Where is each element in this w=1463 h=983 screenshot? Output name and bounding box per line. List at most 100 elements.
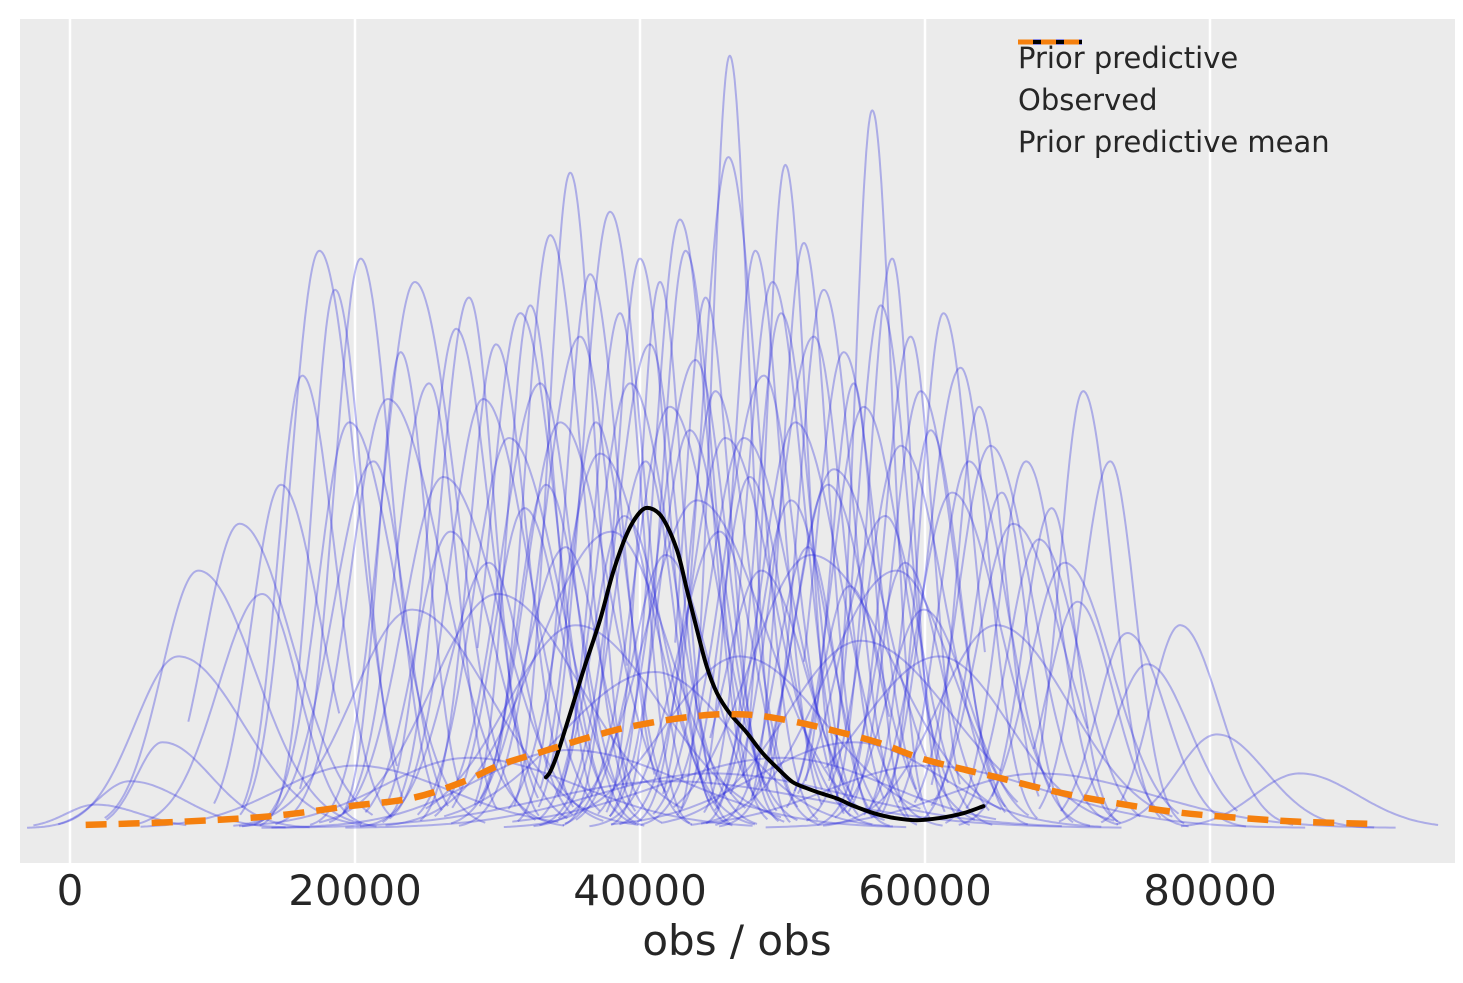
prior-predictive-curve (537, 210, 685, 808)
prior-predictive-curve (765, 288, 918, 826)
prior-predictive-curve (328, 475, 604, 824)
prior-predictive-curve (718, 483, 891, 828)
prior-predictive-curve (187, 522, 374, 816)
legend-item: Prior predictive mean (1018, 39, 1330, 163)
prior-predictive-curve (562, 257, 710, 827)
prior-predictive-curve (898, 460, 1091, 827)
prior-predictive-curve (930, 522, 1089, 807)
prior-predictive-curve (700, 764, 1306, 829)
legend-item: Observed (1018, 40, 1330, 121)
prior-predictive-curve (705, 312, 854, 825)
prior-predictive-curve (345, 772, 1062, 829)
prior-predictive-curve (958, 561, 1180, 826)
prior-predictive-curve (450, 546, 662, 825)
prior-predictive-curve (749, 242, 874, 819)
prior-predictive-curve (1031, 390, 1162, 819)
prior-predictive-curve (419, 343, 575, 822)
prior-predictive-curve (261, 780, 1122, 829)
prior-predictive-curve (388, 397, 601, 820)
prior-predictive-curve (556, 515, 720, 810)
prior-predictive-curve (610, 249, 769, 826)
prior-predictive-curve (636, 390, 799, 823)
prior-predictive-curve (318, 592, 682, 824)
observed-line (543, 505, 986, 823)
prior-predictive-curve (703, 281, 859, 816)
prior-predictive-curve (478, 483, 643, 822)
legend-label: Prior predictive mean (1018, 124, 1330, 159)
legend-dashed-line-icon (1018, 39, 1082, 45)
prior-predictive-mean-line (85, 710, 1379, 829)
prior-predictive-curve (233, 608, 639, 827)
prior-predictive-curve (605, 281, 731, 825)
prior-predictive-curve (104, 569, 363, 825)
prior-predictive-curve (690, 569, 1019, 827)
prior-predictive-curve (558, 312, 691, 825)
prior-predictive-curve (309, 281, 537, 826)
prior-predictive-curve (832, 109, 932, 821)
prior-predictive-curve (660, 639, 1002, 824)
prior-predictive-curve (805, 444, 1006, 822)
prior-predictive-curve (451, 507, 637, 825)
prior-predictive-curve (676, 475, 824, 817)
prior-predictive-curve (662, 156, 819, 821)
prior-predictive-curve (33, 803, 187, 827)
prior-predictive-curve (443, 670, 893, 828)
prior-predictive-curve (741, 163, 845, 815)
prior-predictive-curve (425, 624, 782, 819)
prior-predictive-curve (796, 515, 993, 826)
prior-predictive-curve (729, 335, 885, 799)
legend-label: Observed (1018, 82, 1158, 117)
prior-predictive-curve (458, 335, 628, 827)
prior-predictive-curve (619, 436, 873, 826)
prior-predictive-curve (385, 530, 747, 827)
prior-predictive-curve (828, 304, 970, 826)
prior-predictive-curve (834, 608, 1030, 819)
prior-predictive-curve (715, 546, 890, 827)
legend-label: Prior predictive (1018, 40, 1239, 75)
prior-predictive-curve (704, 249, 823, 805)
prior-predictive-curve (434, 382, 645, 827)
prior-predictive-curve (479, 421, 667, 800)
prior-predictive-curve (416, 436, 615, 816)
prior-predictive-curve (503, 655, 921, 829)
prior-predictive-curve (802, 351, 918, 790)
prior-predictive-curve (608, 218, 749, 818)
prior-predictive-curve (239, 249, 398, 816)
prior-predictive-curve (275, 398, 565, 827)
prior-predictive-curve (359, 561, 574, 828)
prior-predictive-curve (1100, 624, 1294, 826)
prior-predictive-curve (713, 499, 882, 812)
prior-predictive-curve (640, 374, 852, 826)
prior-predictive-curve (610, 741, 1102, 828)
prior-predictive-curve (652, 436, 845, 815)
prior-predictive-curve (751, 468, 976, 821)
prior-predictive-curve (991, 507, 1119, 823)
prior-predictive-curve (816, 561, 990, 826)
prior-predictive-curve (476, 312, 606, 795)
prior-predictive-curve (919, 491, 1074, 824)
prior-predictive-curves-group (26, 54, 1439, 829)
prior-predictive-curve (589, 530, 818, 828)
prior-predictive-curve (136, 593, 377, 828)
prior-predictive-curve (512, 756, 997, 823)
prior-predictive-curve (259, 288, 404, 827)
prior-predictive-curve (1038, 460, 1185, 825)
prior-predictive-curve (241, 460, 449, 828)
prior-predictive-curve (847, 390, 1029, 826)
prior-predictive-curve (785, 585, 923, 809)
prior-predictive-curve (299, 257, 443, 811)
prior-predictive-curve (913, 444, 1119, 826)
prior-predictive-curve (385, 327, 539, 806)
prior-predictive-curve (804, 382, 910, 819)
prior-predictive-curve (834, 257, 946, 813)
prior-predictive-curve (597, 359, 778, 815)
prior-predictive-curve (965, 538, 1141, 818)
prior-predictive-curve (517, 273, 656, 823)
prior-predictive-curve (714, 421, 943, 827)
prior-predictive-curve (608, 429, 766, 818)
prior-predictive-curve (513, 171, 628, 807)
prior-predictive-curve (539, 421, 693, 826)
prior-predictive-curve (930, 405, 1040, 797)
